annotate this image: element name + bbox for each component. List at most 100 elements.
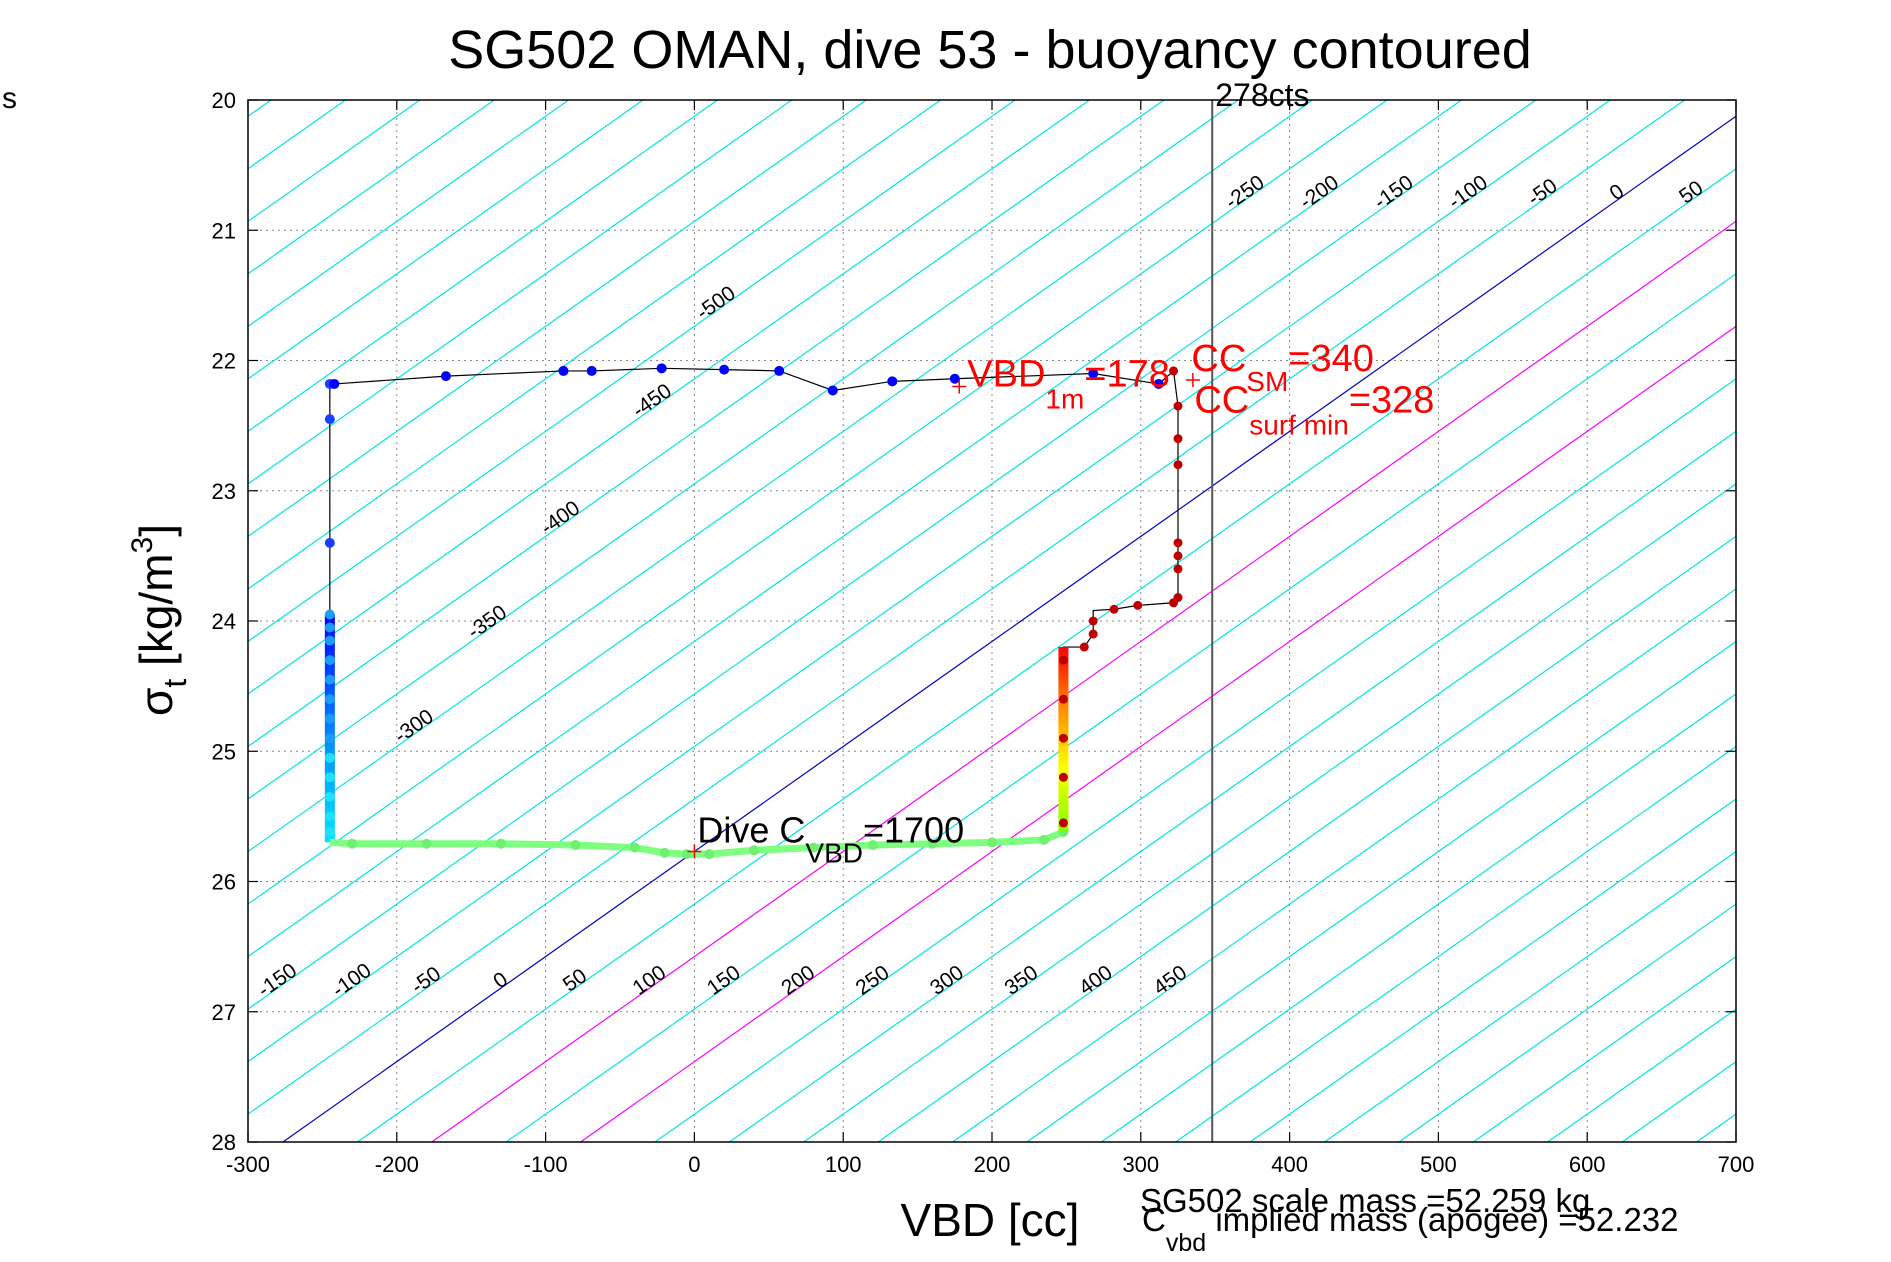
svg-text:σt [kg/m3]: σt [kg/m3] [126,524,193,716]
contour-label: -350 [463,601,511,644]
ascent-point [1058,772,1068,782]
descent-point [324,694,335,705]
contour-label: -50 [1523,174,1561,210]
dive-cvbd-marker [687,844,702,859]
surface-point [558,365,569,376]
contour-label: 450 [1149,961,1191,1000]
contour-line [248,100,793,485]
bottom-point [347,838,358,849]
contour-label: 100 [628,961,670,1000]
contour-line [248,100,645,380]
ascent-point [1088,629,1098,639]
contour-line [248,100,1017,643]
contour-line [0,35,214,1207]
bottom-point [495,838,506,849]
contour-label: -450 [628,379,676,422]
bottom-trace [329,828,1065,858]
contour-line [653,378,1736,1142]
x-tick-label: -300 [226,1152,270,1177]
implied-mass-annotation: Cvbd implied mass (apogee) =52.232 [1142,1201,1679,1257]
ascent-point [1173,551,1183,561]
contour-line [579,325,1736,1142]
contour-label: -250 [1221,171,1269,214]
ascent-point [1109,604,1119,614]
ascent-point [1079,642,1089,652]
y-tick-label: 22 [212,349,236,374]
x-tick-label: 100 [825,1152,862,1177]
contour-line [248,100,1463,958]
corner-label: s [2,82,17,115]
y-tick-label: 28 [212,1130,236,1155]
descent-point [324,537,335,548]
vertical-line-label: 278cts [1215,77,1309,113]
y-tick-label: 25 [212,739,236,764]
contour-line [1753,35,1891,1207]
x-tick-label: 300 [1122,1152,1159,1177]
bottom-point [704,849,715,860]
y-tick-label: 26 [212,870,236,895]
surface-point [719,364,730,375]
descent-point [324,811,335,822]
ascent-point [1058,818,1068,828]
contour-line [248,100,1165,748]
contour-label: 0 [1605,180,1628,206]
contour-label: -50 [407,962,445,998]
contour-line [1679,35,1891,1207]
contour-line [1323,850,1736,1142]
bottom-point [681,849,692,860]
dive-cvbd-annotation: Dive CVBD=1700 [697,809,964,868]
contour-label: 350 [1000,961,1042,1000]
contour-label: 400 [1075,961,1117,1000]
y-axis-ticks: 20 21 22 23 24 25 26 27 28 [212,88,1736,1155]
contour-line [248,100,1537,1010]
contour-line [248,100,1686,1115]
descent-point [324,655,335,666]
ascent-point [1133,600,1143,610]
contour-label: 150 [703,961,745,1000]
contour-line [248,100,1612,1063]
x-tick-label: 200 [974,1152,1011,1177]
surface-point [827,385,838,396]
contour-label: 300 [926,961,968,1000]
contour-label: -500 [692,282,740,325]
dive-series [324,100,1214,1142]
contour-line [1397,903,1736,1142]
x-tick-label: -200 [375,1152,419,1177]
descent-point [324,414,335,425]
contour-label: 50 [559,964,591,996]
y-tick-label: 24 [212,609,236,634]
bottom-point [629,842,640,853]
contour-line [248,100,1389,905]
x-tick-label: 700 [1718,1152,1755,1177]
descent-point [324,635,335,646]
x-tick-label: 400 [1271,1152,1308,1177]
descent-point [324,733,335,744]
contour-line [248,100,942,590]
cc-sm-annotation: CCSM=340 [1191,338,1373,397]
contour-line [248,100,496,275]
bottom-point [659,847,670,858]
surface-point [1088,368,1099,379]
contour-label: -200 [1296,171,1344,214]
surface-point [329,378,340,389]
surface-point [774,365,785,376]
contour-label: 250 [852,961,894,1000]
vbd-1m-annotation: VBD1m=178 [967,354,1170,415]
descent-point [324,609,335,620]
surface-point [1153,378,1164,389]
contour-line [281,115,1736,1142]
x-axis-label: VBD [cc] [901,1194,1080,1246]
contour-line [248,100,1240,800]
ascent-point [1173,434,1183,444]
contour-label: -300 [390,705,438,748]
ascent-point [1173,460,1183,470]
contour-line [877,535,1736,1142]
contour-label: -400 [537,496,585,539]
bottom-point [421,838,432,849]
ascent-point [1173,401,1183,411]
ascent-point [1088,616,1098,626]
contour-line [1621,1060,1736,1142]
bottom-point [570,840,581,851]
contour-label: 0 [489,968,512,994]
